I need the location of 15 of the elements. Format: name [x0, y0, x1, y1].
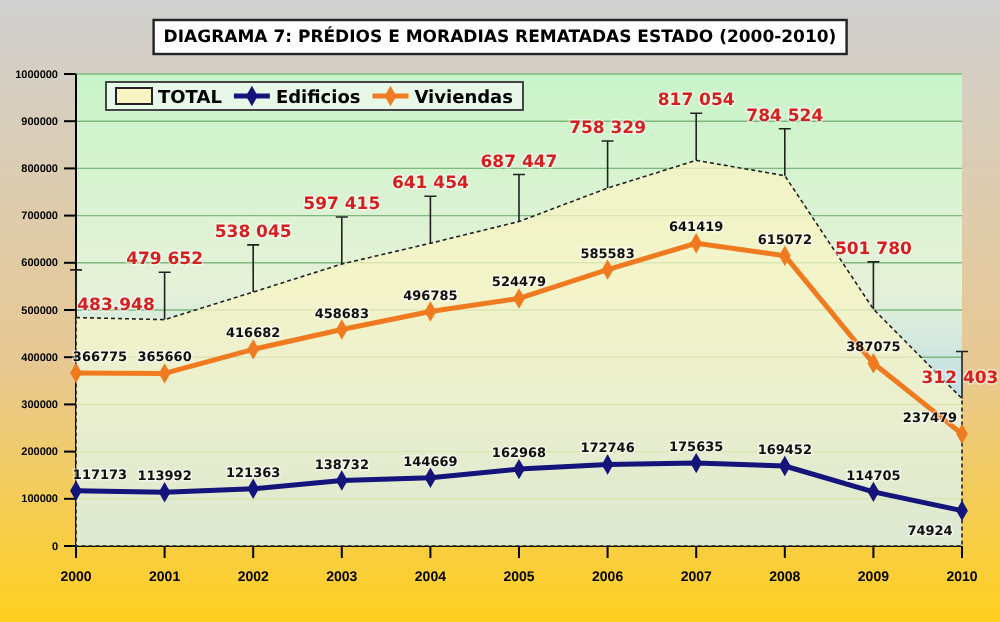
data-label: 597 415: [303, 195, 381, 216]
data-label: 641 454: [391, 174, 470, 195]
data-label: 538 045: [214, 222, 292, 243]
chart-title: DIAGRAMA 7: PRÉDIOS E MORADIAS REMATADAS ESTADO (2000-2010): [163, 26, 837, 48]
data-label: 483.948: [77, 295, 155, 316]
data-label: 817 054: [657, 91, 735, 112]
data-label: 501 780: [834, 239, 913, 260]
data-label: 312 403: [921, 368, 999, 389]
legend-label: TOTAL: [158, 89, 223, 109]
data-label: 784 524: [746, 106, 824, 127]
data-label: 479 652: [126, 250, 204, 271]
data-label: 687 447: [480, 152, 558, 173]
data-label: 758 329: [569, 119, 647, 140]
legend-label: Viviendas: [414, 89, 513, 109]
legend-label: Edificios: [275, 89, 361, 109]
